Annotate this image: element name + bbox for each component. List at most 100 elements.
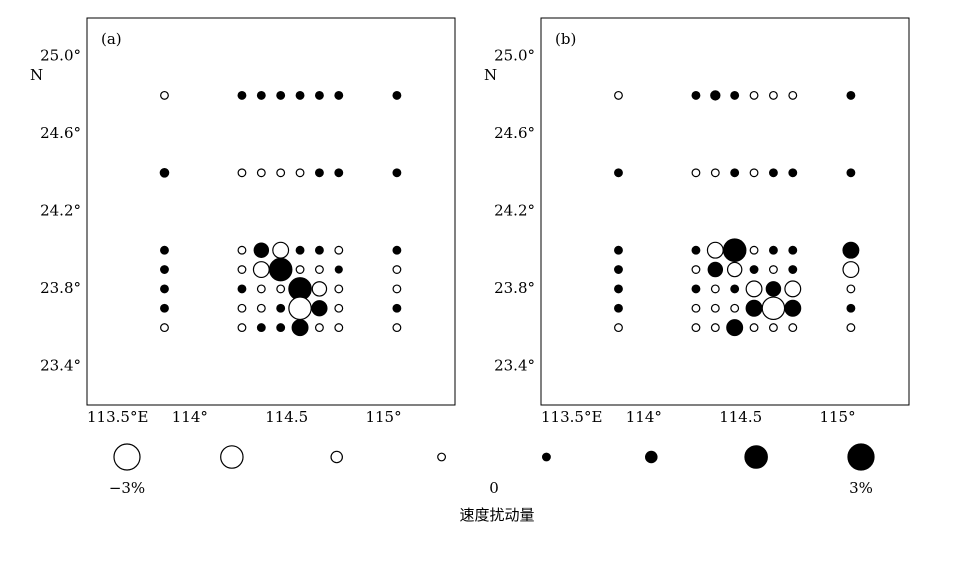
station-marker [691, 323, 701, 333]
y-tick-label: 23.4° [40, 356, 81, 374]
station-marker [160, 284, 169, 294]
station-marker [295, 90, 305, 100]
station-marker [691, 284, 701, 294]
station-marker [784, 299, 802, 317]
x-tick-label: 114° [626, 408, 662, 426]
station-marker [237, 168, 247, 178]
station-marker [710, 168, 720, 178]
legend-title: 速度扰动量 [459, 506, 534, 524]
station-marker [749, 90, 759, 100]
station-marker [768, 90, 778, 100]
legend-marker [437, 452, 447, 462]
station-marker [311, 300, 328, 317]
station-marker [392, 323, 402, 333]
station-marker [846, 303, 856, 313]
station-marker [392, 303, 402, 313]
x-tick-label: 115° [819, 408, 855, 426]
plot-frame [540, 17, 910, 406]
y-axis-label: N [30, 66, 43, 84]
station-marker [314, 245, 324, 255]
station-marker [846, 90, 856, 100]
station-marker [237, 265, 247, 274]
station-marker [237, 303, 247, 313]
station-marker [788, 90, 798, 100]
panel-label: (b) [555, 30, 576, 48]
station-marker [768, 168, 778, 178]
station-marker [392, 90, 402, 100]
station-marker [160, 265, 169, 274]
station-marker [730, 303, 740, 313]
station-marker [160, 90, 169, 100]
station-marker [707, 261, 724, 278]
y-tick-label: 24.6° [494, 124, 535, 142]
station-marker [160, 303, 169, 313]
station-marker [256, 284, 266, 294]
station-marker [614, 303, 623, 313]
station-marker [288, 296, 312, 321]
station-marker [237, 323, 247, 333]
station-marker [788, 168, 798, 178]
station-marker [768, 323, 778, 333]
station-marker [256, 303, 266, 313]
station-marker [691, 265, 701, 274]
station-marker [392, 284, 402, 294]
y-tick-label: 23.8° [494, 279, 535, 297]
station-marker [788, 245, 798, 255]
y-tick-label: 25.0° [40, 47, 81, 65]
station-marker [846, 323, 856, 333]
station-marker [788, 323, 798, 333]
station-marker [334, 323, 344, 333]
station-marker [749, 245, 759, 255]
station-marker [691, 303, 701, 313]
station-marker [745, 299, 763, 317]
station-marker [314, 265, 324, 274]
x-tick-label: 115° [365, 408, 401, 426]
station-marker [710, 323, 720, 333]
station-marker [311, 281, 328, 297]
x-tick-label: 114.5 [719, 408, 762, 426]
station-marker [295, 168, 305, 178]
station-marker [334, 265, 343, 274]
station-marker [706, 241, 724, 259]
station-marker [160, 323, 169, 333]
station-marker [730, 90, 740, 100]
station-marker [749, 265, 759, 274]
station-marker [768, 265, 778, 274]
station-marker [276, 168, 286, 178]
station-marker [276, 90, 286, 100]
station-marker [765, 281, 782, 297]
legend-label: −3% [109, 479, 145, 497]
station-marker [334, 245, 344, 255]
y-tick-label: 24.2° [40, 202, 81, 220]
legend-marker [541, 452, 551, 462]
station-marker [749, 168, 759, 178]
station-marker [726, 261, 743, 278]
legend-marker [330, 450, 343, 464]
station-marker [710, 90, 721, 101]
legend-marker [744, 445, 768, 469]
plot-frame [86, 17, 456, 406]
station-marker [745, 280, 763, 298]
station-marker [614, 90, 623, 100]
station-marker [784, 280, 802, 298]
station-marker [691, 168, 701, 178]
station-marker [691, 245, 701, 255]
station-marker [788, 265, 798, 274]
y-tick-label: 23.4° [494, 356, 535, 374]
station-marker [252, 261, 270, 279]
station-marker [237, 90, 247, 100]
station-marker [691, 90, 701, 100]
y-tick-label: 25.0° [494, 47, 535, 65]
station-marker [710, 303, 720, 313]
x-tick-label: 114° [172, 408, 208, 426]
station-marker [314, 323, 324, 333]
panel-label: (a) [101, 30, 122, 48]
station-marker [272, 241, 290, 259]
legend-marker [645, 450, 658, 464]
station-marker [846, 284, 856, 294]
station-marker [295, 265, 305, 274]
station-marker [614, 168, 623, 178]
legend-label: 3% [849, 479, 873, 497]
station-marker [276, 303, 286, 313]
